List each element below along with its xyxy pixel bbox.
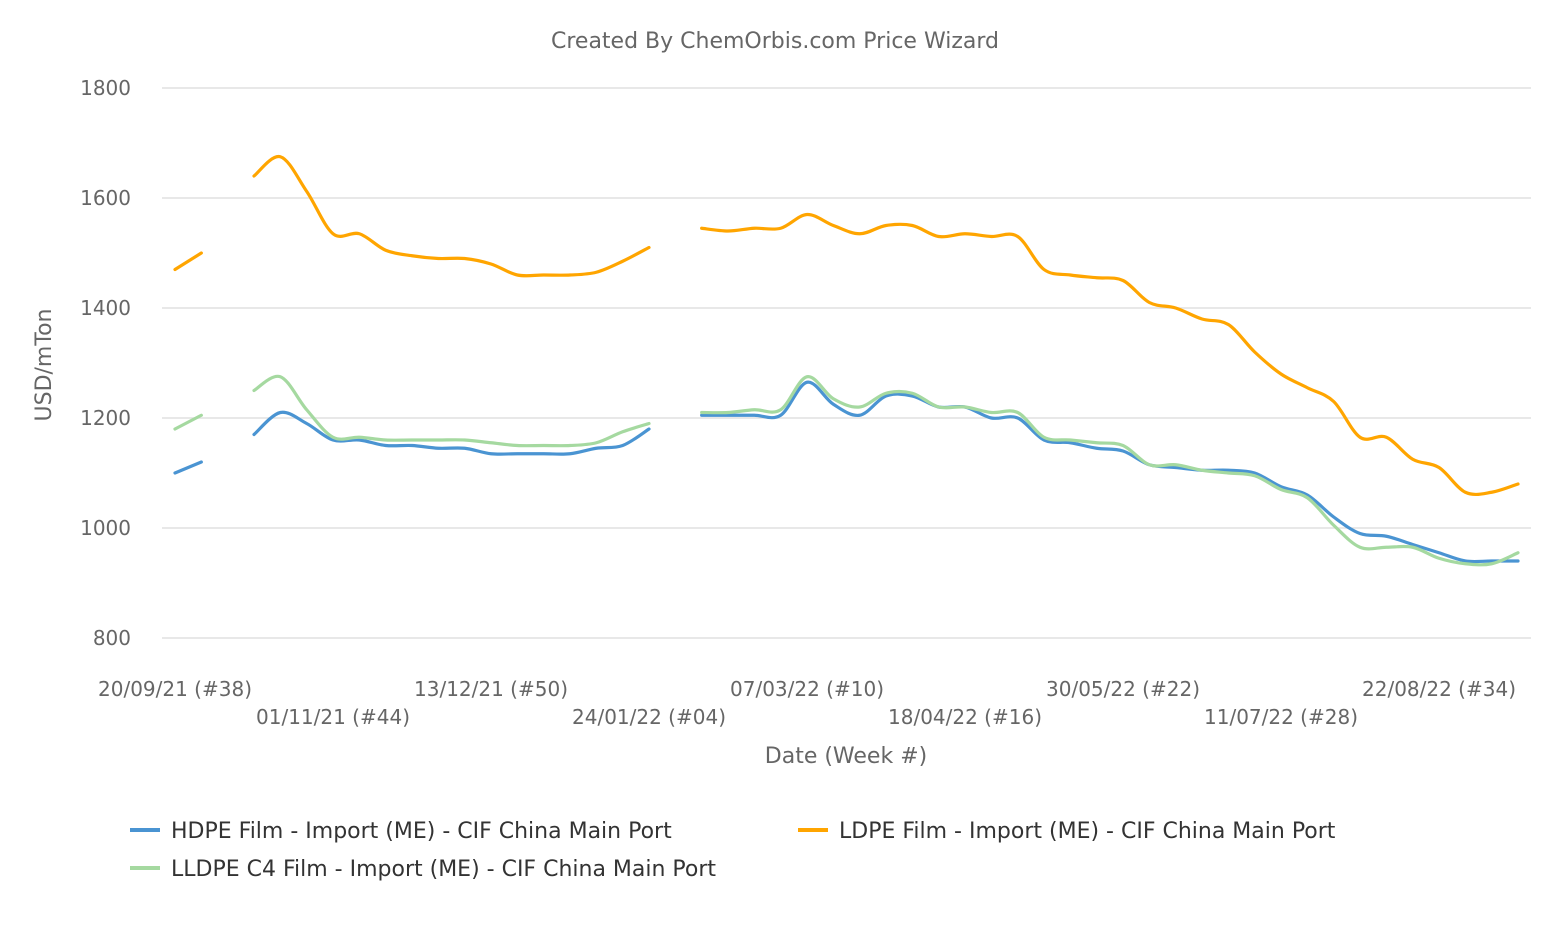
series-lldpe (173, 374, 1520, 567)
y-axis-title: USD/mTon (32, 309, 57, 422)
y-axis-ticks: 800 1000 1200 1400 1600 1800 (80, 76, 131, 650)
series-line-hdpe[interactable] (700, 380, 1520, 564)
x-tick-label: 22/08/22 (#34) (1362, 677, 1516, 701)
legend-label-ldpe: LDPE Film - Import (ME) - CIF China Main… (839, 819, 1336, 844)
legend-label-lldpe: LLDPE C4 Film - Import (ME) - CIF China … (171, 857, 716, 882)
series-line-hdpe[interactable] (252, 410, 651, 456)
series-hdpe (173, 380, 1520, 564)
series-ldpe (173, 155, 1520, 497)
series-line-ldpe[interactable] (252, 155, 651, 278)
x-tick-label: 07/03/22 (#10) (730, 677, 884, 701)
x-tick-label: 11/07/22 (#28) (1204, 705, 1358, 729)
x-tick-label: 18/04/22 (#16) (888, 705, 1042, 729)
y-tick-label: 1000 (80, 516, 131, 540)
series-line-lldpe[interactable] (252, 374, 651, 448)
series-line-lldpe[interactable] (700, 375, 1520, 567)
chart-title: Created By ChemOrbis.com Price Wizard (551, 29, 999, 54)
series-line-hdpe[interactable] (173, 460, 203, 475)
legend-item-lldpe[interactable]: LLDPE C4 Film - Import (ME) - CIF China … (130, 857, 716, 882)
series-line-lldpe[interactable] (173, 413, 203, 431)
legend: HDPE Film - Import (ME) - CIF China Main… (130, 819, 1336, 882)
series-lines (173, 155, 1520, 567)
x-tick-label: 24/01/22 (#04) (572, 705, 726, 729)
y-tick-label: 1800 (80, 76, 131, 100)
x-axis-title: Date (Week #) (765, 744, 927, 769)
series-line-ldpe[interactable] (700, 212, 1520, 497)
legend-label-hdpe: HDPE Film - Import (ME) - CIF China Main… (171, 819, 672, 844)
y-tick-label: 800 (93, 626, 131, 650)
legend-item-ldpe[interactable]: LDPE Film - Import (ME) - CIF China Main… (798, 819, 1336, 844)
x-tick-label: 01/11/21 (#44) (256, 705, 410, 729)
legend-item-hdpe[interactable]: HDPE Film - Import (ME) - CIF China Main… (130, 819, 672, 844)
y-tick-label: 1600 (80, 186, 131, 210)
x-axis-ticks: 20/09/21 (#38)01/11/21 (#44)13/12/21 (#5… (98, 677, 1516, 729)
x-tick-label: 13/12/21 (#50) (414, 677, 568, 701)
x-tick-label: 30/05/22 (#22) (1046, 677, 1200, 701)
x-tick-label: 20/09/21 (#38) (98, 677, 252, 701)
y-tick-label: 1200 (80, 406, 131, 430)
gridlines (162, 87, 1531, 639)
series-line-ldpe[interactable] (173, 251, 203, 272)
y-tick-label: 1400 (80, 296, 131, 320)
